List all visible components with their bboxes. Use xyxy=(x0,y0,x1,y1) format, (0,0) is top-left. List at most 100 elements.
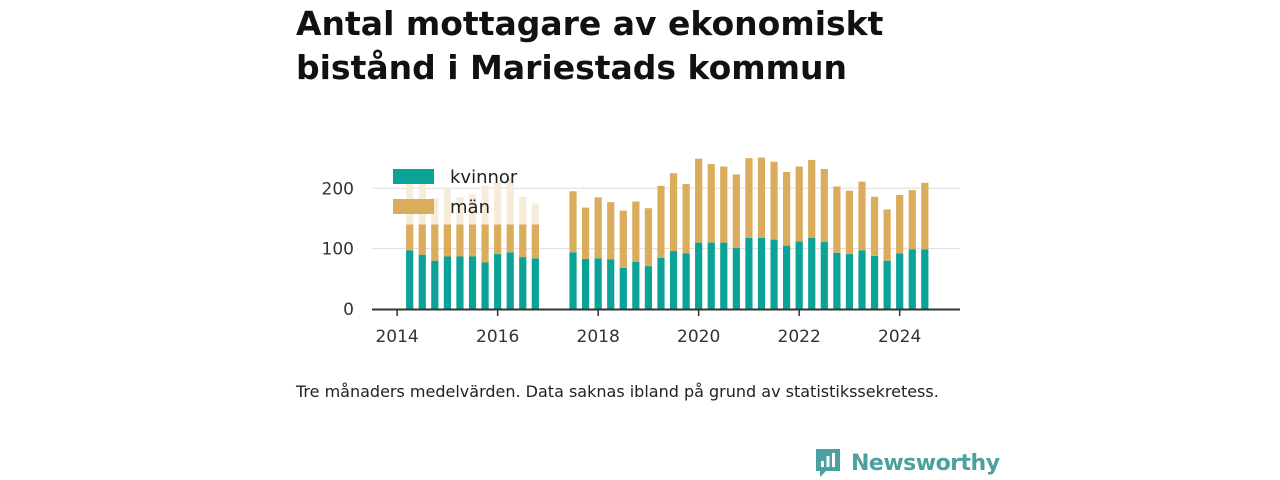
x-axis-ticks: 2014 2016 2018 2020 2022 2024 xyxy=(375,310,921,347)
bar-man xyxy=(443,224,451,257)
bar-kvinnor xyxy=(720,242,728,309)
bar-kvinnor xyxy=(896,253,904,309)
bar-kvinnor xyxy=(406,250,414,309)
bar-man xyxy=(644,208,653,267)
bar-man-faded xyxy=(519,196,527,225)
legend: kvinnor män xyxy=(393,167,518,218)
bar-kvinnor xyxy=(732,248,740,309)
bar-man xyxy=(707,164,715,243)
bar-kvinnor xyxy=(481,262,489,309)
bar-kvinnor xyxy=(833,252,841,309)
legend-label-kvinnor: kvinnor xyxy=(450,167,518,188)
bar-man-faded xyxy=(531,203,539,225)
bar-kvinnor xyxy=(531,258,539,309)
bar-man xyxy=(456,224,464,257)
legend-swatch-man xyxy=(393,199,434,214)
bar-kvinnor xyxy=(783,245,791,309)
bar-kvinnor xyxy=(506,252,514,309)
bar-man-faded xyxy=(431,197,439,225)
bar-kvinnor xyxy=(644,266,653,309)
bar-man xyxy=(720,166,728,243)
x-tick-label: 2024 xyxy=(878,327,921,347)
bar-kvinnor xyxy=(757,237,766,309)
bar-kvinnor xyxy=(908,249,916,309)
y-tick-label: 100 xyxy=(322,240,354,260)
legend-swatch-kvinnor xyxy=(393,169,434,184)
bar-kvinnor xyxy=(745,237,753,309)
bar-man xyxy=(883,209,891,261)
bar-kvinnor xyxy=(669,251,678,309)
x-tick-label: 2018 xyxy=(577,327,620,347)
bar-man xyxy=(581,207,590,259)
bar-man xyxy=(531,224,539,259)
bar-kvinnor xyxy=(921,249,929,309)
bar-kvinnor xyxy=(468,256,477,309)
bar-kvinnor xyxy=(456,256,464,309)
bar-kvinnor xyxy=(494,254,502,309)
bar-kvinnor xyxy=(707,242,715,309)
bar-kvinnor xyxy=(443,256,451,309)
bar-kvinnor xyxy=(594,258,602,309)
bar-man xyxy=(682,184,690,254)
y-axis-ticks: 0 100 200 xyxy=(322,179,354,320)
bar-man xyxy=(833,186,841,253)
bar-kvinnor xyxy=(619,267,627,309)
bar-man xyxy=(594,197,602,259)
x-tick-label: 2022 xyxy=(778,327,821,347)
bar-man xyxy=(732,174,740,249)
bar-kvinnor xyxy=(519,257,527,309)
bar-man xyxy=(757,157,766,238)
bar-man xyxy=(607,202,615,260)
bars xyxy=(406,157,929,309)
bar-kvinnor xyxy=(770,239,778,309)
page-title: Antal mottagare av ekonomiskt bistånd i … xyxy=(296,4,884,87)
bar-man-faded xyxy=(481,185,489,225)
bar-man xyxy=(795,166,803,242)
chart: 2014 2016 2018 2020 2022 2024 0 100 200 kvinnor… xyxy=(322,157,960,347)
bar-man xyxy=(657,185,665,258)
bar-man-faded xyxy=(494,182,502,225)
bar-man xyxy=(870,196,879,256)
bar-man xyxy=(770,161,778,240)
bar-man-faded xyxy=(468,194,477,225)
bar-kvinnor xyxy=(845,254,854,309)
bar-kvinnor xyxy=(808,237,816,309)
bar-man xyxy=(908,190,916,250)
bar-kvinnor xyxy=(581,258,590,309)
legend-label-man: män xyxy=(450,197,490,218)
bar-man xyxy=(896,194,904,254)
bar-man xyxy=(745,158,753,238)
bar-man xyxy=(820,168,828,243)
bar-man xyxy=(695,158,703,243)
bar-kvinnor xyxy=(695,242,703,309)
bar-man xyxy=(569,191,577,253)
bar-man-faded xyxy=(456,197,464,225)
bar-man xyxy=(808,159,816,238)
bar-man xyxy=(669,173,678,252)
bar-man xyxy=(921,182,929,250)
brand-name: Newsworthy xyxy=(851,450,1000,476)
bar-man xyxy=(858,181,866,251)
bar-man xyxy=(431,224,439,261)
bar-kvinnor xyxy=(431,260,439,309)
bar-man-faded xyxy=(443,187,451,225)
y-tick-label: 200 xyxy=(322,179,354,199)
bar-kvinnor xyxy=(858,250,866,309)
bar-man xyxy=(845,190,854,255)
x-tick-label: 2014 xyxy=(375,327,418,347)
bar-kvinnor xyxy=(607,259,615,309)
bar-man xyxy=(406,224,414,251)
newsworthy-logo-icon xyxy=(816,449,840,477)
bar-man xyxy=(632,201,640,262)
bar-kvinnor xyxy=(632,261,640,309)
y-tick-label: 0 xyxy=(343,300,354,320)
bar-kvinnor xyxy=(682,253,690,309)
bar-man xyxy=(494,224,502,255)
bar-man xyxy=(481,224,489,263)
x-tick-label: 2016 xyxy=(476,327,519,347)
bar-man xyxy=(468,224,477,257)
bar-man-faded xyxy=(506,178,514,225)
bar-kvinnor xyxy=(870,255,879,309)
x-tick-label: 2020 xyxy=(677,327,720,347)
bar-kvinnor xyxy=(883,260,891,309)
